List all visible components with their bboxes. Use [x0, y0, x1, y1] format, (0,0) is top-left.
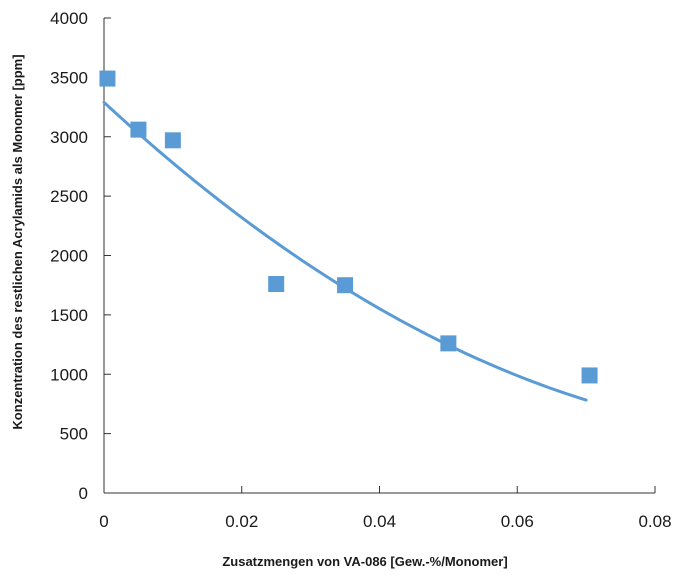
y-tick-label: 500 [60, 425, 88, 444]
y-tick-label: 0 [79, 484, 88, 503]
x-tick-label: 0.04 [363, 512, 396, 531]
data-point [440, 335, 457, 352]
y-tick-label: 4000 [50, 9, 88, 28]
x-tick-label: 0 [99, 512, 108, 531]
x-tick-label: 0.06 [501, 512, 534, 531]
y-tick-label: 3000 [50, 128, 88, 147]
y-tick-label: 2500 [50, 187, 88, 206]
x-axis-label: Zusatzmengen von VA-086 [Gew.-%/Monomer] [222, 554, 507, 569]
data-point [581, 367, 598, 384]
tick-labels: 0 500 1000 1500 2000 2500 3000 3500 4000 0 0.02 0.0… [50, 9, 671, 531]
y-tick-label: 1500 [50, 306, 88, 325]
axes [103, 17, 656, 494]
data-point [99, 70, 116, 87]
data-point [164, 132, 181, 149]
y-tick-label: 1000 [50, 365, 88, 384]
data-point [130, 121, 147, 138]
x-tick-label: 0.02 [225, 512, 258, 531]
y-axis-label: Konzentration des restlichen Acrylamids … [10, 54, 25, 429]
data-points [99, 70, 598, 384]
data-point [268, 276, 285, 292]
y-tick-label: 2000 [50, 247, 88, 266]
data-point [337, 277, 354, 294]
x-tick-label: 0.08 [638, 512, 671, 531]
y-tick-label: 3500 [50, 68, 88, 87]
